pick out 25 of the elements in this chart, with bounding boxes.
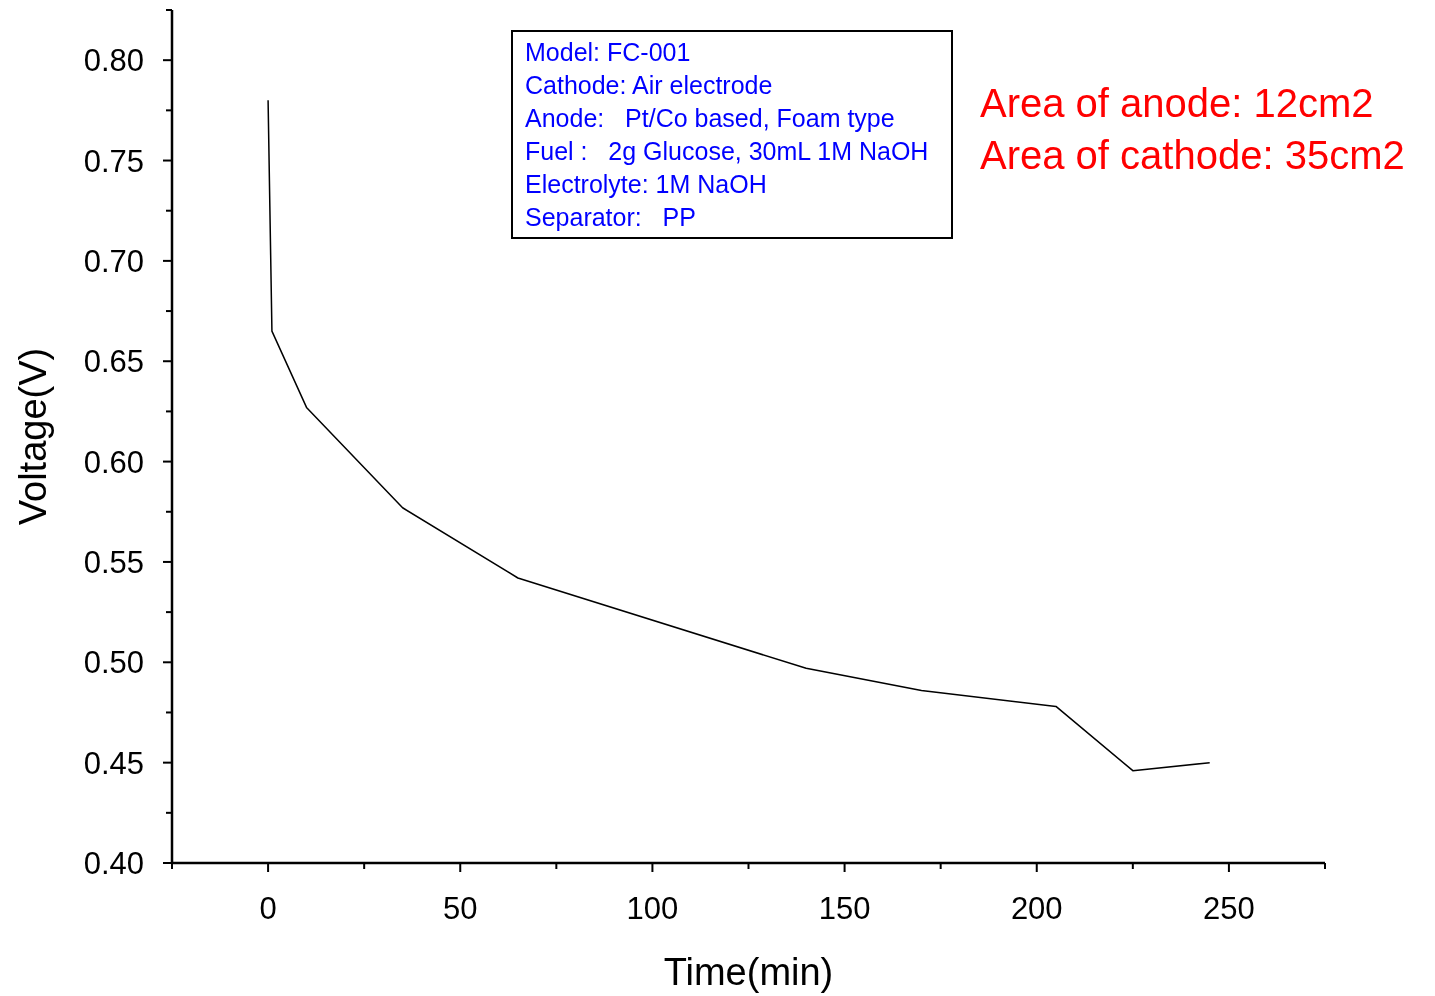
annotation: Model: FC-001 bbox=[525, 38, 691, 66]
x-tick-label: 50 bbox=[443, 891, 478, 926]
x-tick-label: 0 bbox=[259, 891, 277, 926]
annotation: Cathode: Air electrode bbox=[525, 71, 773, 99]
x-tick-label: 150 bbox=[818, 891, 871, 926]
y-tick-label: 0.70 bbox=[83, 243, 144, 279]
annotation: Area of anode: 12cm2 bbox=[980, 81, 1374, 125]
y-tick-label: 0.45 bbox=[83, 745, 144, 781]
x-axis-title: Time(min) bbox=[663, 951, 834, 993]
y-axis-title: Voltage(V) bbox=[12, 347, 54, 526]
annotation: Electrolyte: 1M NaOH bbox=[525, 170, 767, 198]
x-tick-label: 200 bbox=[1010, 891, 1063, 926]
annotation: Area of cathode: 35cm2 bbox=[980, 133, 1405, 177]
y-tick-label: 0.65 bbox=[83, 344, 144, 380]
annotation: Separator: PP bbox=[525, 203, 696, 231]
x-tick-label: 100 bbox=[626, 891, 679, 926]
y-tick-label: 0.50 bbox=[83, 645, 144, 681]
y-tick-label: 0.40 bbox=[83, 846, 144, 881]
x-tick-label: 250 bbox=[1203, 891, 1255, 926]
y-tick-label: 0.80 bbox=[83, 43, 144, 79]
annotation: Anode: Pt/Co based, Foam type bbox=[525, 104, 895, 132]
y-tick-label: 0.60 bbox=[83, 444, 144, 480]
annotation: Fuel : 2g Glucose, 30mL 1M NaOH bbox=[525, 137, 929, 165]
y-tick-label: 0.75 bbox=[83, 143, 144, 179]
y-tick-label: 0.55 bbox=[83, 544, 144, 580]
